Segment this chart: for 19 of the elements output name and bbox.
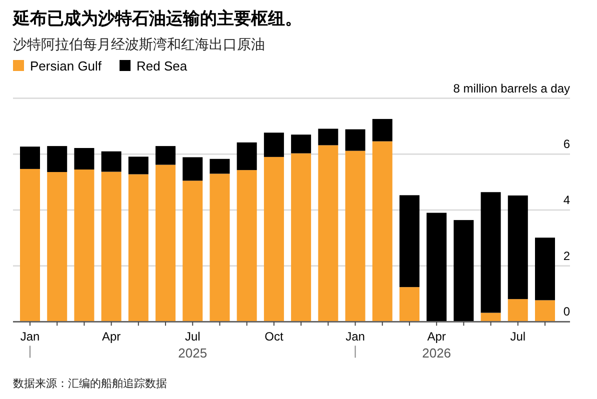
y-tick-label: 6 [563,137,570,152]
chart-title: 延布已成为沙特石油运输的主要枢纽。 [11,9,302,28]
text: 2026 [422,346,452,361]
x-tick-label: Jan [346,330,365,344]
x-tick-label: Apr [427,330,446,344]
legend-label: Persian Gulf [30,58,102,74]
source-note: 数据来源：汇编的船舶追踪数据 [13,377,167,390]
y-tick-label: 0 [563,304,570,319]
text: 2025 [178,346,208,361]
y-tick-label: 8 million barrels a day [453,81,570,96]
x-tick-label: Apr [102,330,121,344]
x-tick-label: Oct [264,330,284,344]
x-tick-label: Jul [510,330,526,344]
legend-label: Red Sea [136,58,188,74]
x-tick-label: Jul [184,330,200,344]
y-tick-label: 2 [563,248,570,263]
chart-subtitle: 沙特阿拉伯每月经波斯湾和红海出口原油 [13,36,265,52]
y-tick-label: 4 [563,193,570,207]
x-tick-label: Jan [20,330,40,344]
